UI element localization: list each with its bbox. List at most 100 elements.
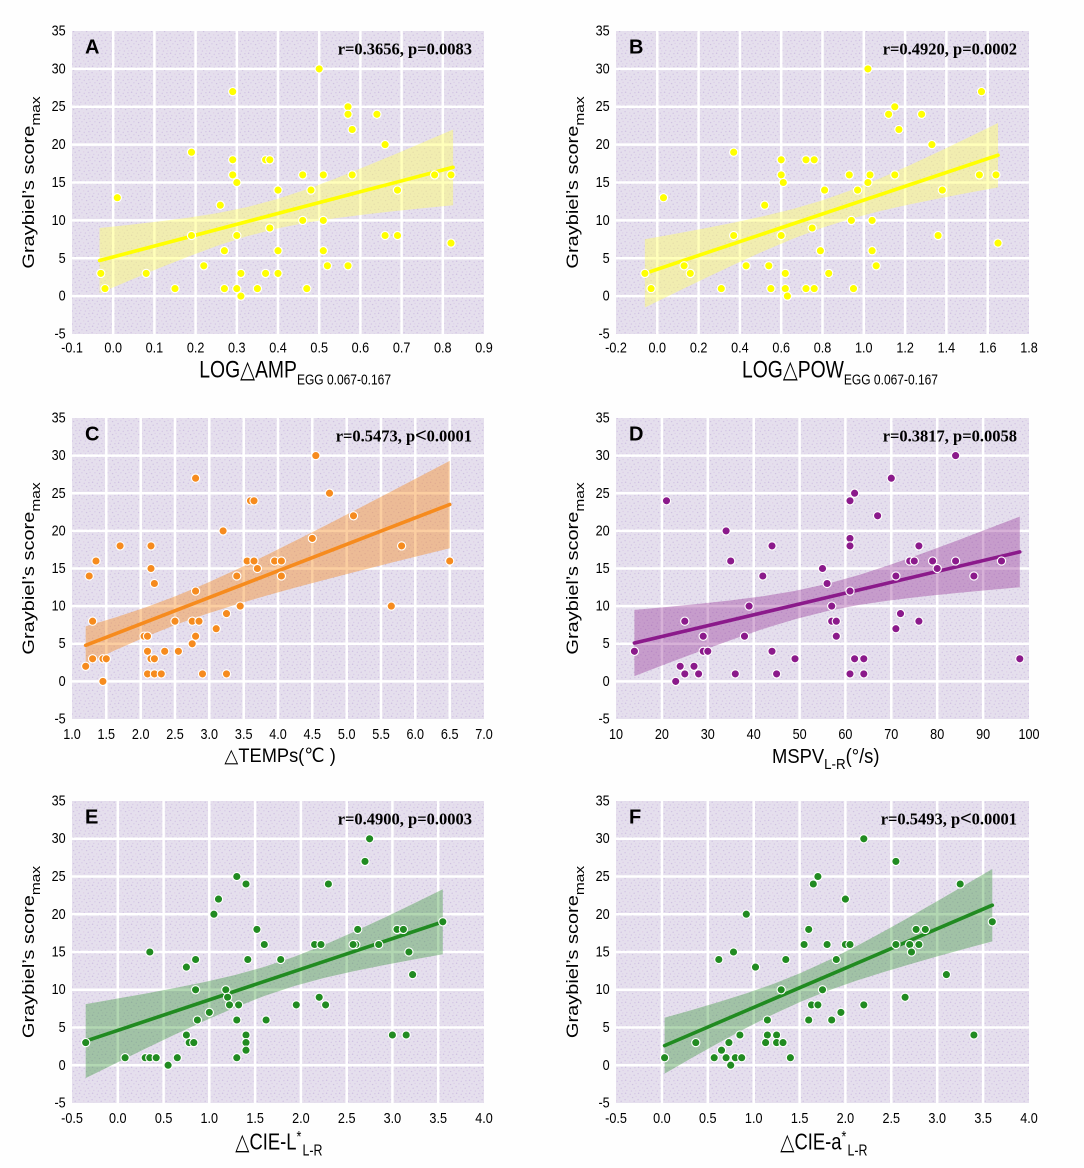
svg-text:0.5: 0.5 [155,1109,173,1126]
svg-text:0: 0 [603,1056,610,1073]
svg-text:35: 35 [596,408,610,425]
svg-text:40: 40 [747,725,761,742]
svg-text:3.5: 3.5 [429,1109,447,1126]
svg-text:B: B [629,37,643,59]
svg-text:3.5: 3.5 [974,1109,992,1126]
svg-text:0.0: 0.0 [104,338,122,355]
svg-text:10: 10 [52,211,66,228]
svg-text:2.0: 2.0 [292,1109,310,1126]
svg-text:2.0: 2.0 [132,725,150,742]
svg-text:70: 70 [884,725,898,742]
svg-text:25: 25 [52,484,66,501]
svg-text:-0.5: -0.5 [605,1109,627,1126]
svg-text:E: E [85,807,98,829]
svg-text:0.7: 0.7 [393,338,411,355]
svg-text:2.5: 2.5 [338,1109,356,1126]
svg-text:0: 0 [603,286,610,303]
svg-text:3.0: 3.0 [928,1109,946,1126]
svg-text:30: 30 [596,59,610,76]
svg-text:r=0.3817, p=0.0058: r=0.3817, p=0.0058 [883,427,1017,446]
svg-text:20: 20 [52,135,66,152]
svg-text:15: 15 [596,942,610,959]
svg-text:10: 10 [52,596,66,613]
svg-text:3.0: 3.0 [384,1109,402,1126]
svg-text:△TEMPs(℃ ): △TEMPs(℃ ) [224,745,335,767]
svg-text:-5: -5 [598,709,609,726]
svg-text:20: 20 [596,905,610,922]
svg-text:30: 30 [701,725,715,742]
svg-text:0.5: 0.5 [310,338,328,355]
svg-text:1.0: 1.0 [855,338,873,355]
svg-text:-5: -5 [598,324,609,341]
svg-text:25: 25 [52,97,66,114]
svg-text:1.5: 1.5 [791,1109,809,1126]
svg-text:1.6: 1.6 [979,338,997,355]
svg-text:3.5: 3.5 [235,725,253,742]
svg-text:10: 10 [52,980,66,997]
svg-text:25: 25 [596,867,610,884]
svg-text:10: 10 [596,596,610,613]
svg-text:20: 20 [596,135,610,152]
svg-text:30: 30 [596,829,610,846]
svg-text:0.5: 0.5 [699,1109,717,1126]
svg-text:20: 20 [655,725,669,742]
svg-text:30: 30 [52,59,66,76]
svg-text:1.0: 1.0 [201,1109,219,1126]
svg-text:-0.1: -0.1 [61,338,83,355]
svg-text:5: 5 [603,1018,610,1035]
svg-text:2.0: 2.0 [837,1109,855,1126]
svg-text:1.0: 1.0 [63,725,81,742]
svg-text:25: 25 [596,97,610,114]
svg-text:0.8: 0.8 [434,338,452,355]
svg-text:5: 5 [59,1018,66,1035]
svg-text:30: 30 [52,446,66,463]
svg-text:10: 10 [596,980,610,997]
svg-text:-0.5: -0.5 [61,1109,83,1126]
svg-text:C: C [85,424,99,446]
svg-text:0.6: 0.6 [352,338,370,355]
svg-text:35: 35 [52,21,66,38]
svg-text:100: 100 [1018,725,1039,742]
svg-text:0: 0 [59,286,66,303]
svg-text:-5: -5 [54,1093,65,1110]
svg-text:5: 5 [603,634,610,651]
svg-text:5.0: 5.0 [338,725,356,742]
svg-text:15: 15 [52,559,66,576]
svg-text:D: D [629,424,643,446]
svg-text:r=0.5493, p<0.0001: r=0.5493, p<0.0001 [881,808,1017,830]
svg-text:20: 20 [52,905,66,922]
svg-text:2.5: 2.5 [166,725,184,742]
svg-text:-5: -5 [54,709,65,726]
svg-text:-0.2: -0.2 [605,338,627,355]
svg-text:35: 35 [596,791,610,808]
svg-text:35: 35 [52,408,66,425]
svg-text:80: 80 [930,725,944,742]
svg-text:0.6: 0.6 [772,338,790,355]
svg-text:90: 90 [976,725,990,742]
svg-text:4.0: 4.0 [269,725,287,742]
svg-text:0.0: 0.0 [649,338,667,355]
svg-text:15: 15 [52,173,66,190]
svg-text:0.2: 0.2 [187,338,205,355]
svg-text:0: 0 [603,672,610,689]
svg-text:1.5: 1.5 [98,725,116,742]
svg-text:30: 30 [596,446,610,463]
svg-text:0.4: 0.4 [269,338,287,355]
svg-text:15: 15 [52,942,66,959]
svg-text:r=0.4900, p=0.0003: r=0.4900, p=0.0003 [338,810,472,829]
svg-text:0.9: 0.9 [475,338,493,355]
svg-text:5: 5 [59,634,66,651]
svg-text:r=0.5473, p<0.0001: r=0.5473, p<0.0001 [336,425,472,447]
svg-text:35: 35 [52,791,66,808]
svg-text:r=0.3656, p=0.0083: r=0.3656, p=0.0083 [338,40,472,59]
svg-text:-5: -5 [54,324,65,341]
svg-text:1.5: 1.5 [246,1109,264,1126]
svg-text:1.4: 1.4 [938,338,956,355]
svg-text:25: 25 [596,484,610,501]
svg-text:5.5: 5.5 [372,725,390,742]
svg-text:5: 5 [603,249,610,266]
svg-text:4.0: 4.0 [475,1109,493,1126]
svg-text:r=0.4920, p=0.0002: r=0.4920, p=0.0002 [883,40,1017,59]
svg-text:2.5: 2.5 [883,1109,901,1126]
svg-text:3.0: 3.0 [201,725,219,742]
